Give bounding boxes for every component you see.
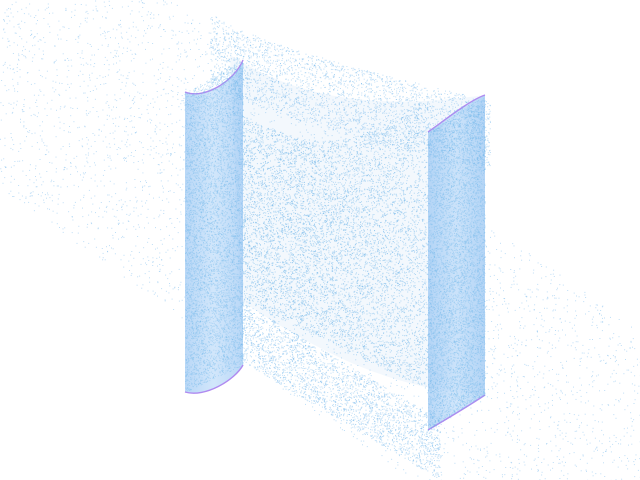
point-cloud-scene — [0, 0, 640, 480]
